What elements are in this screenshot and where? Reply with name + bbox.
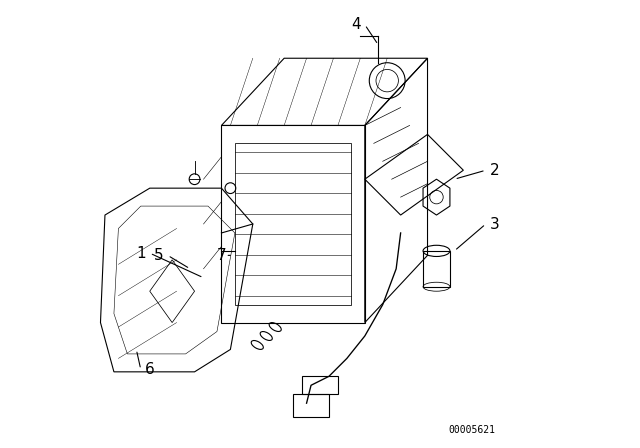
Text: 2: 2 [490, 163, 500, 178]
Text: 4: 4 [351, 17, 361, 32]
Text: 6: 6 [145, 362, 155, 377]
Text: 1: 1 [136, 246, 146, 261]
Text: 7: 7 [216, 248, 227, 263]
Text: 3: 3 [490, 216, 500, 232]
Text: 00005621: 00005621 [449, 425, 496, 435]
Text: 5: 5 [154, 248, 164, 263]
